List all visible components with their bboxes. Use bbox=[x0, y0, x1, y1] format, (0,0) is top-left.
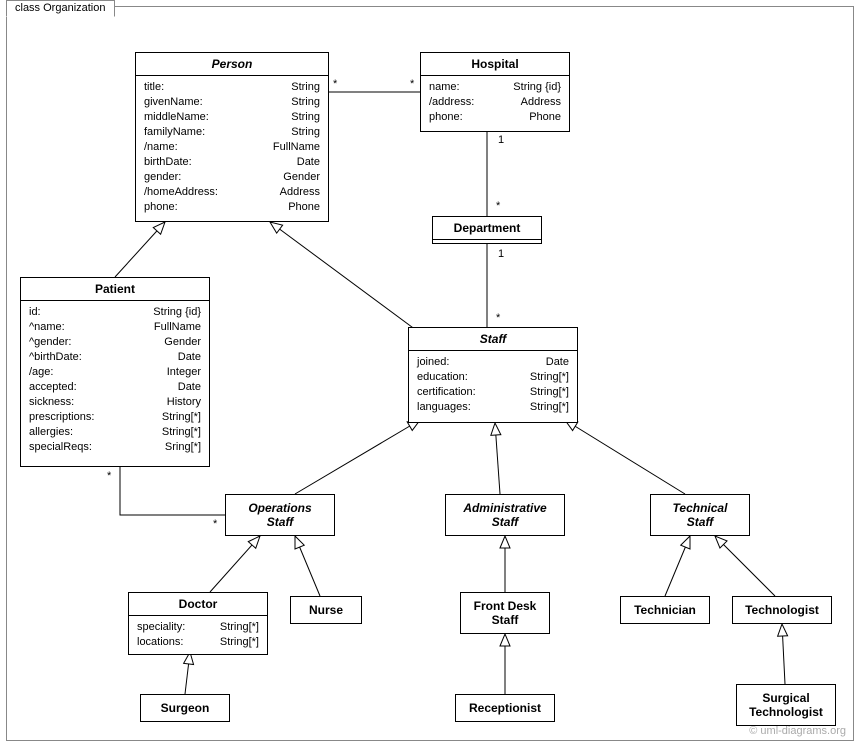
class-attributes: name:String {id}/address:Addressphone:Ph… bbox=[421, 76, 569, 129]
attribute-row: phone:Phone bbox=[429, 110, 561, 125]
mult-dept-staff-top: 1 bbox=[498, 248, 504, 260]
watermark: © uml-diagrams.org bbox=[749, 725, 846, 737]
attribute-row: title:String bbox=[144, 80, 320, 95]
class-doctor: Doctorspeciality:String[*]locations:Stri… bbox=[128, 592, 268, 655]
class-patient: Patientid:String {id}^name:FullName^gend… bbox=[20, 277, 210, 467]
attribute-row: prescriptions:String[*] bbox=[29, 410, 201, 425]
attribute-row: givenName:String bbox=[144, 95, 320, 110]
class-title: Doctor bbox=[129, 593, 267, 616]
mult-person-hospital-left: * bbox=[333, 78, 337, 90]
mult-patient-ops-right: * bbox=[213, 518, 217, 530]
attribute-row: certification:String[*] bbox=[417, 385, 569, 400]
attribute-row: education:String[*] bbox=[417, 370, 569, 385]
mult-person-hospital-right: * bbox=[410, 78, 414, 90]
attribute-row: sickness:History bbox=[29, 395, 201, 410]
mult-hosp-dept-bottom: * bbox=[496, 200, 500, 212]
class-technical-staff: Technical Staff bbox=[650, 494, 750, 536]
class-title: Hospital bbox=[421, 53, 569, 76]
class-attributes: speciality:String[*]locations:String[*] bbox=[129, 616, 267, 654]
class-title: Staff bbox=[409, 328, 577, 351]
attribute-row: birthDate:Date bbox=[144, 155, 320, 170]
uml-canvas: class Organization bbox=[0, 0, 860, 747]
class-nurse: Nurse bbox=[290, 596, 362, 624]
mult-patient-ops-left: * bbox=[107, 470, 111, 482]
class-front-desk-staff: Front Desk Staff bbox=[460, 592, 550, 634]
class-surgical-technologist: Surgical Technologist bbox=[736, 684, 836, 726]
class-staff: Staffjoined:Dateeducation:String[*]certi… bbox=[408, 327, 578, 423]
mult-dept-staff-bottom: * bbox=[496, 312, 500, 324]
attribute-row: ^name:FullName bbox=[29, 320, 201, 335]
attribute-row: allergies:String[*] bbox=[29, 425, 201, 440]
class-title: Person bbox=[136, 53, 328, 76]
class-surgeon: Surgeon bbox=[140, 694, 230, 722]
class-hospital: Hospitalname:String {id}/address:Address… bbox=[420, 52, 570, 132]
attribute-row: languages:String[*] bbox=[417, 400, 569, 415]
attribute-row: ^gender:Gender bbox=[29, 335, 201, 350]
class-technologist: Technologist bbox=[732, 596, 832, 624]
class-administrative-staff: Administrative Staff bbox=[445, 494, 565, 536]
attribute-row: gender:Gender bbox=[144, 170, 320, 185]
attribute-row: /address:Address bbox=[429, 95, 561, 110]
attribute-row: specialReqs:Sring[*] bbox=[29, 440, 201, 455]
attribute-row: locations:String[*] bbox=[137, 635, 259, 650]
attribute-row: id:String {id} bbox=[29, 305, 201, 320]
attribute-row: /age:Integer bbox=[29, 365, 201, 380]
attribute-row: /name:FullName bbox=[144, 140, 320, 155]
attribute-row: phone:Phone bbox=[144, 200, 320, 215]
attribute-row: speciality:String[*] bbox=[137, 620, 259, 635]
mult-hosp-dept-top: 1 bbox=[498, 134, 504, 146]
class-attributes: joined:Dateeducation:String[*]certificat… bbox=[409, 351, 577, 419]
attribute-row: accepted:Date bbox=[29, 380, 201, 395]
attribute-row: ^birthDate:Date bbox=[29, 350, 201, 365]
class-title: Patient bbox=[21, 278, 209, 301]
attribute-row: familyName:String bbox=[144, 125, 320, 140]
frame-title-tab: class Organization bbox=[6, 0, 115, 17]
attribute-row: joined:Date bbox=[417, 355, 569, 370]
attribute-row: name:String {id} bbox=[429, 80, 561, 95]
attribute-row: middleName:String bbox=[144, 110, 320, 125]
class-department: Department bbox=[432, 216, 542, 244]
class-technician: Technician bbox=[620, 596, 710, 624]
class-attributes: id:String {id}^name:FullName^gender:Gend… bbox=[21, 301, 209, 459]
class-title: Department bbox=[433, 217, 541, 240]
class-person: Persontitle:StringgivenName:Stringmiddle… bbox=[135, 52, 329, 222]
class-operations-staff: Operations Staff bbox=[225, 494, 335, 536]
class-receptionist: Receptionist bbox=[455, 694, 555, 722]
class-attributes: title:StringgivenName:StringmiddleName:S… bbox=[136, 76, 328, 219]
attribute-row: /homeAddress:Address bbox=[144, 185, 320, 200]
